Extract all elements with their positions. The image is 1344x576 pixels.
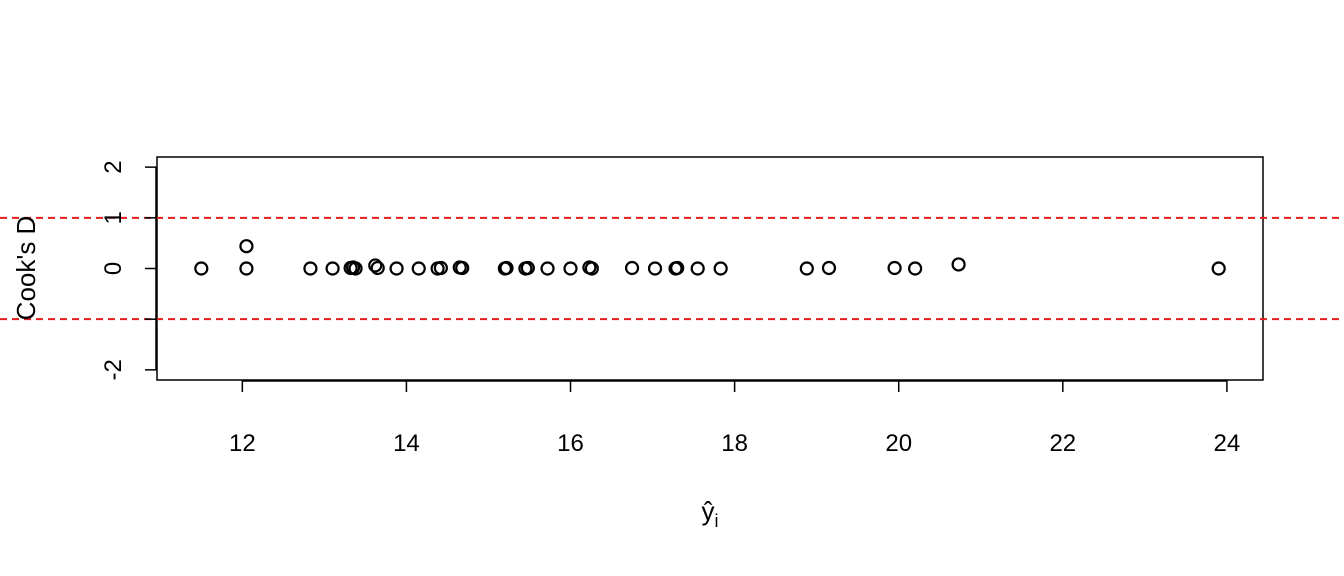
data-point xyxy=(368,258,383,273)
data-point xyxy=(370,260,385,276)
y-tick-label: 0 xyxy=(100,262,127,275)
data-point xyxy=(690,261,705,276)
y-tick-label: 2 xyxy=(100,160,127,173)
data-points xyxy=(194,239,1226,276)
data-point xyxy=(239,261,254,276)
y-tick-label: -2 xyxy=(100,359,127,380)
x-tick-label: 22 xyxy=(1049,430,1076,457)
x-tick-label: 12 xyxy=(229,430,256,457)
data-point xyxy=(563,261,578,276)
data-point xyxy=(951,257,966,272)
data-point xyxy=(455,260,470,276)
data-point xyxy=(411,261,426,276)
reference-lines xyxy=(0,216,1344,321)
x-axis: 12 14 16 18 20 22 24 xyxy=(229,380,1240,457)
data-point xyxy=(713,261,728,276)
plot-frame xyxy=(156,156,1264,381)
x-tick-label: 18 xyxy=(721,430,748,457)
x-tick-label: 24 xyxy=(1214,430,1241,457)
data-point xyxy=(1211,261,1226,276)
y-axis-title: Cook's D xyxy=(11,216,41,321)
data-point xyxy=(624,260,640,276)
data-point xyxy=(647,261,663,276)
data-point xyxy=(908,261,923,276)
data-point xyxy=(389,261,404,276)
data-point xyxy=(821,260,837,276)
y-tick-label: 1 xyxy=(100,211,127,224)
data-point xyxy=(499,260,514,276)
data-point xyxy=(194,261,209,276)
data-point xyxy=(799,261,814,276)
data-point xyxy=(239,239,254,254)
y-axis: -2 0 1 2 xyxy=(100,160,157,381)
x-axis-title-subscript: i xyxy=(715,511,719,531)
x-axis-title: ŷi xyxy=(702,496,719,531)
data-point xyxy=(433,260,448,276)
x-tick-label: 14 xyxy=(393,430,420,457)
data-point xyxy=(303,261,318,276)
data-point xyxy=(348,261,363,276)
data-point xyxy=(540,261,555,276)
data-point xyxy=(887,260,902,276)
x-tick-label: 16 xyxy=(557,430,584,457)
x-tick-label: 20 xyxy=(885,430,912,457)
data-point xyxy=(670,260,685,276)
data-point xyxy=(584,261,599,276)
data-point xyxy=(325,261,340,276)
data-point xyxy=(520,260,535,276)
